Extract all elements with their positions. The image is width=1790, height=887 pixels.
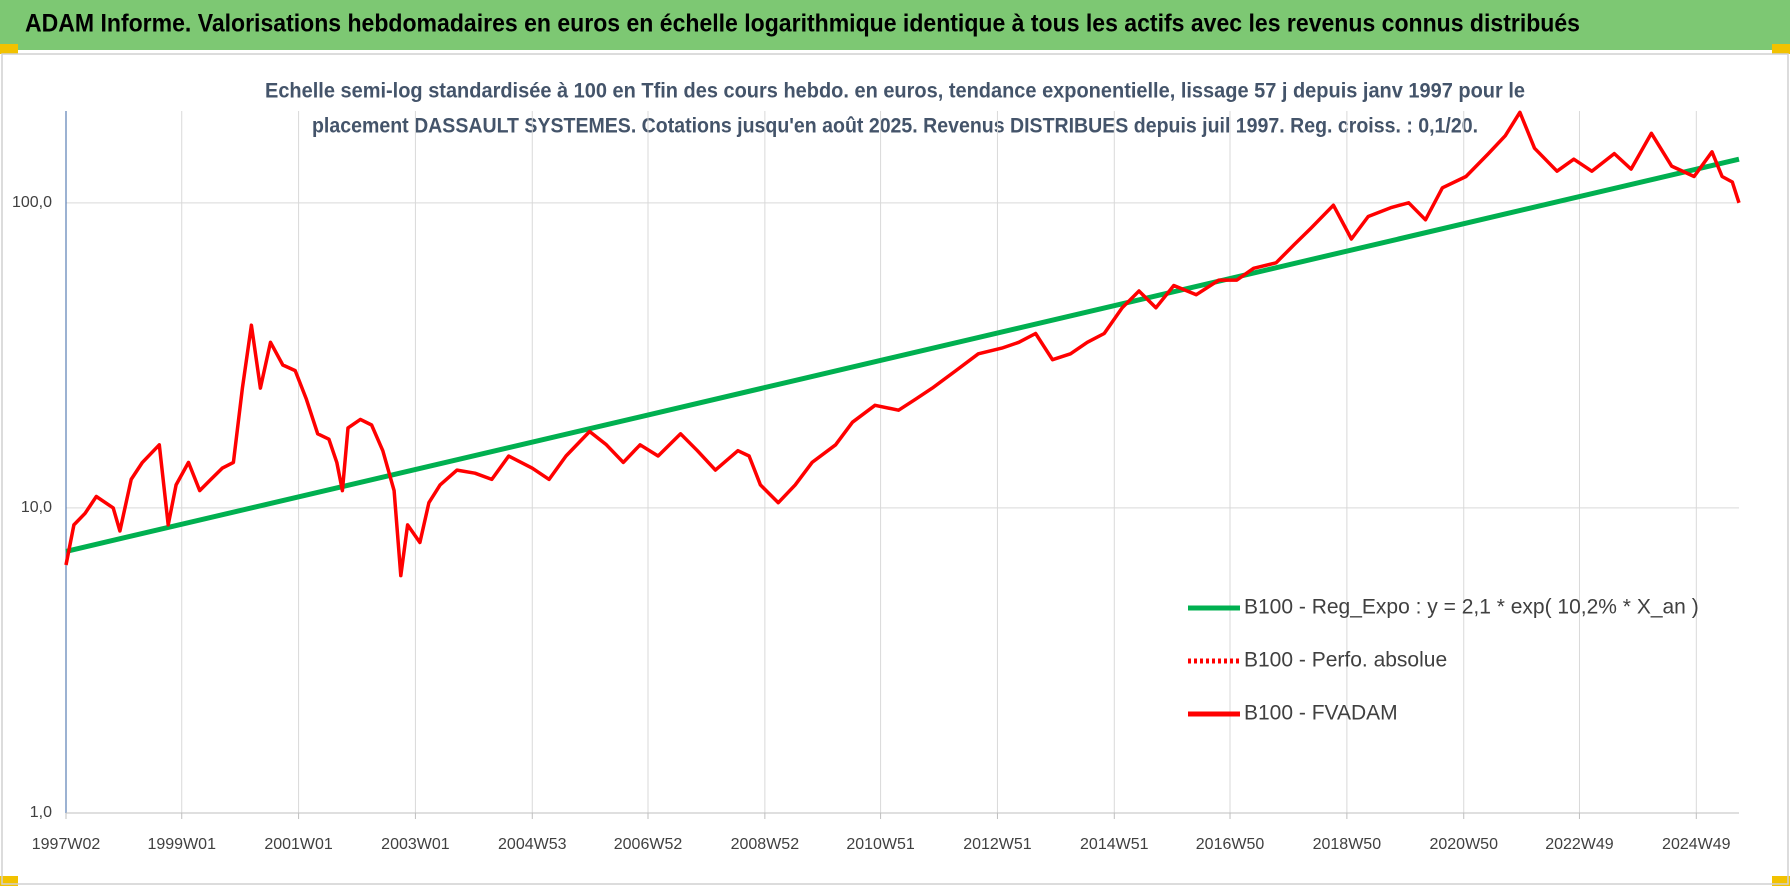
y-tick-label: 10,0 — [21, 499, 52, 516]
corner-mark — [1772, 44, 1790, 54]
corner-mark — [0, 876, 18, 886]
y-tick-label: 1,0 — [30, 804, 52, 821]
x-tick-label: 2006W52 — [614, 836, 683, 853]
x-tick-label: 2008W52 — [731, 836, 800, 853]
header-title: ADAM Informe. Valorisations hebdomadaire… — [25, 10, 1580, 38]
x-tick-label: 1999W01 — [147, 836, 216, 853]
x-tick-label: 2024W49 — [1662, 836, 1731, 853]
chart-subtitle: placement DASSAULT SYSTEMES. Cotations j… — [312, 115, 1478, 138]
x-tick-label: 2012W51 — [963, 836, 1032, 853]
legend-label: B100 - Perfo. absolue — [1244, 649, 1447, 672]
legend-label: B100 - FVADAM — [1244, 702, 1398, 725]
series-line — [65, 156, 1740, 554]
x-tick-label: 2003W01 — [381, 836, 450, 853]
x-tick-label: 1997W02 — [32, 836, 101, 853]
y-tick-label: 100,0 — [12, 194, 52, 211]
x-tick-label: 2001W01 — [264, 836, 333, 853]
header-bar — [0, 0, 1790, 50]
legend-label: B100 - Reg_Expo : y = 2,1 * exp( 10,2% *… — [1244, 596, 1699, 619]
chart-frame — [1, 53, 1789, 885]
x-tick-label: 2004W53 — [498, 836, 567, 853]
x-tick-label: 2014W51 — [1080, 836, 1149, 853]
x-tick-label: 2018W50 — [1313, 836, 1382, 853]
corner-mark — [0, 44, 18, 54]
x-tick-label: 2016W50 — [1196, 836, 1265, 853]
x-tick-label: 2020W50 — [1429, 836, 1498, 853]
x-tick-label: 2010W51 — [846, 836, 915, 853]
chart-subtitle: Echelle semi-log standardisée à 100 en T… — [265, 80, 1525, 103]
series-line — [64, 110, 1741, 578]
corner-mark — [1772, 876, 1790, 886]
x-tick-label: 2022W49 — [1545, 836, 1614, 853]
